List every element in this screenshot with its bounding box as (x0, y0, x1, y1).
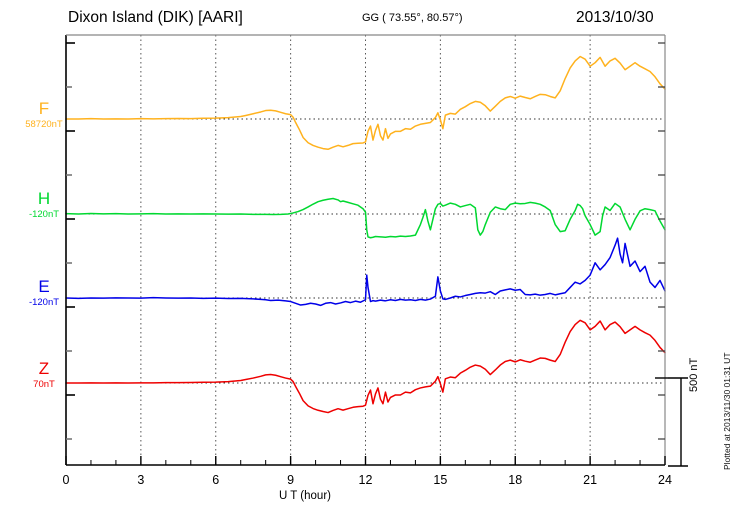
component-baseline-F: 58720nT (25, 119, 63, 130)
x-tick-label: 24 (658, 473, 672, 487)
component-label-E: E -120nT (16, 278, 72, 308)
component-baseline-Z: 70nT (33, 379, 55, 390)
x-tick-label: 15 (433, 473, 448, 487)
x-tick-label: 6 (212, 473, 220, 487)
axis-frame (65, 34, 666, 466)
station-title: Dixon Island (DIK) [AARI] (68, 9, 243, 26)
x-axis-label: U T (hour) (279, 490, 331, 502)
component-label-F: F 58720nT (16, 100, 72, 130)
component-baseline-H: -120nT (28, 209, 60, 220)
x-tick-label: 18 (508, 473, 523, 487)
x-tick-label: 12 (358, 473, 373, 487)
component-symbol-F: F (38, 99, 50, 118)
observation-date: 2013/10/30 (576, 9, 654, 26)
component-label-Z: Z 70nT (16, 360, 72, 390)
x-tick-label: 9 (287, 473, 295, 487)
component-baseline-E: -120nT (28, 297, 60, 308)
geographic-coordinates: GG ( 73.55°, 80.57°) (362, 12, 463, 24)
scale-bar (655, 377, 688, 467)
component-symbol-H: H (37, 189, 51, 208)
scale-bar-label: 500 nT (688, 357, 700, 392)
plotted-at-timestamp: Plotted at 2013/11/30 01:31 UT (722, 352, 730, 470)
x-tick-label: 21 (583, 473, 598, 487)
x-tick-label: 0 (62, 473, 70, 487)
component-label-H: H -120nT (16, 190, 72, 220)
trace-layer (65, 55, 666, 414)
component-symbol-E: E (38, 277, 50, 296)
grid-layer (66, 35, 665, 465)
x-tick-label: 3 (137, 473, 145, 487)
component-symbol-Z: Z (38, 359, 50, 378)
